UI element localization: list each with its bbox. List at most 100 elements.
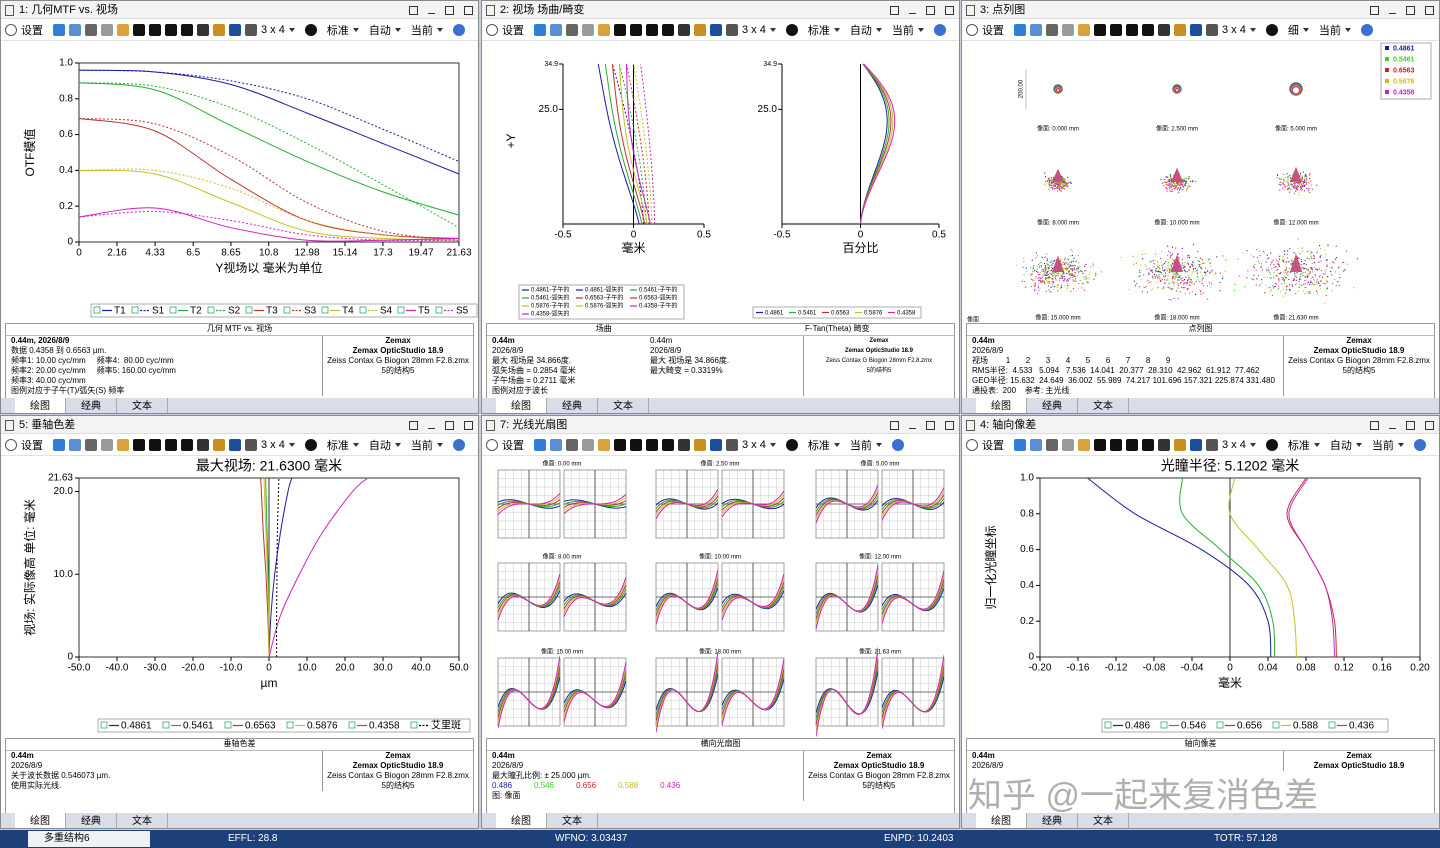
toolbar-icon[interactable] [630, 23, 642, 36]
toolbar-button[interactable]: 设置 [502, 439, 524, 452]
dropdown-button[interactable] [409, 421, 418, 430]
toolbar-button[interactable]: 细 [1287, 24, 1299, 37]
help-icon[interactable] [933, 23, 946, 36]
minimize-button[interactable] [909, 421, 916, 429]
dropdown-button[interactable] [890, 421, 899, 430]
toolbar-icon[interactable] [1126, 438, 1138, 451]
toolbar-icon[interactable] [550, 438, 562, 451]
refresh-icon[interactable] [304, 23, 317, 36]
maximize-button[interactable] [926, 421, 935, 430]
toolbar-icon[interactable] [101, 438, 113, 451]
close-button[interactable] [464, 421, 473, 430]
tab[interactable]: 绘图 [15, 398, 66, 413]
toolbar-icon[interactable] [1174, 438, 1186, 451]
toolbar-button[interactable]: 自动 [368, 439, 391, 452]
toolbar-icon[interactable] [1078, 438, 1090, 451]
toolbar-button[interactable]: 3 x 4 [1222, 23, 1246, 36]
toolbar-icon[interactable] [69, 438, 81, 451]
toolbar-icon[interactable] [1126, 23, 1138, 36]
close-button[interactable] [464, 6, 473, 15]
tab[interactable]: 文本 [117, 398, 168, 413]
tab[interactable]: 文本 [117, 813, 168, 828]
settings-caret[interactable] [966, 23, 978, 36]
toolbar-icon[interactable] [534, 438, 546, 451]
toolbar-button[interactable]: 3 x 4 [261, 438, 285, 451]
tab[interactable]: 经典 [1027, 813, 1078, 828]
toolbar-button[interactable]: 当前 [410, 24, 433, 37]
toolbar-icon[interactable] [1014, 438, 1026, 451]
help-icon[interactable] [1413, 438, 1426, 451]
toolbar-icon[interactable] [630, 438, 642, 451]
maximize-button[interactable] [445, 421, 454, 430]
dropdown-button[interactable] [890, 6, 899, 15]
refresh-icon[interactable] [785, 438, 798, 451]
toolbar-icon[interactable] [550, 23, 562, 36]
tab[interactable]: 经典 [1027, 398, 1078, 413]
toolbar-icon[interactable] [582, 438, 594, 451]
toolbar-icon[interactable] [1046, 23, 1058, 36]
toolbar-icon[interactable] [117, 438, 129, 451]
dropdown-button[interactable] [1370, 421, 1379, 430]
maximize-button[interactable] [1406, 6, 1415, 15]
help-icon[interactable] [452, 23, 465, 36]
toolbar-icon[interactable] [149, 23, 161, 36]
settings-caret[interactable] [966, 438, 978, 451]
settings-caret[interactable] [5, 438, 17, 451]
tab[interactable]: 文本 [547, 813, 598, 828]
toolbar-button[interactable]: 3 x 4 [1222, 438, 1246, 451]
toolbar-button[interactable]: 当前 [1318, 24, 1341, 37]
toolbar-icon[interactable] [69, 23, 81, 36]
toolbar-icon[interactable] [85, 23, 97, 36]
toolbar-button[interactable]: 当前 [1371, 439, 1394, 452]
toolbar-icon[interactable] [229, 23, 241, 36]
help-icon[interactable] [891, 438, 904, 451]
toolbar-button[interactable]: 设置 [21, 24, 43, 37]
settings-caret[interactable] [486, 23, 498, 36]
toolbar-icon[interactable] [1206, 438, 1218, 451]
toolbar-icon[interactable] [646, 23, 658, 36]
toolbar-button[interactable]: 标准 [1287, 439, 1310, 452]
help-icon[interactable] [452, 438, 465, 451]
toolbar-icon[interactable] [101, 23, 113, 36]
toolbar-icon[interactable] [694, 23, 706, 36]
toolbar-button[interactable]: 标准 [326, 24, 349, 37]
toolbar-icon[interactable] [213, 23, 225, 36]
toolbar-icon[interactable] [1110, 438, 1122, 451]
maximize-button[interactable] [445, 6, 454, 15]
toolbar-icon[interactable] [53, 23, 65, 36]
toolbar-icon[interactable] [726, 438, 738, 451]
toolbar-icon[interactable] [598, 438, 610, 451]
toolbar-button[interactable]: 当前 [891, 24, 914, 37]
toolbar-icon[interactable] [614, 438, 626, 451]
toolbar-icon[interactable] [1014, 23, 1026, 36]
structure-tab[interactable]: 多重结构6 [28, 831, 150, 847]
toolbar-icon[interactable] [181, 23, 193, 36]
toolbar-icon[interactable] [710, 438, 722, 451]
tab[interactable]: 文本 [598, 398, 649, 413]
tab[interactable]: 绘图 [496, 813, 547, 828]
toolbar-icon[interactable] [1110, 23, 1122, 36]
toolbar-icon[interactable] [149, 438, 161, 451]
toolbar-icon[interactable] [1158, 23, 1170, 36]
toolbar-icon[interactable] [1190, 23, 1202, 36]
toolbar-icon[interactable] [1190, 438, 1202, 451]
dropdown-button[interactable] [1370, 6, 1379, 15]
toolbar-icon[interactable] [694, 438, 706, 451]
toolbar-button[interactable]: 设置 [21, 439, 43, 452]
toolbar-button[interactable]: 当前 [410, 439, 433, 452]
toolbar-icon[interactable] [1206, 23, 1218, 36]
toolbar-icon[interactable] [85, 438, 97, 451]
refresh-icon[interactable] [1265, 23, 1278, 36]
toolbar-icon[interactable] [1062, 438, 1074, 451]
toolbar-icon[interactable] [678, 23, 690, 36]
toolbar-icon[interactable] [245, 438, 257, 451]
toolbar-icon[interactable] [117, 23, 129, 36]
minimize-button[interactable] [428, 6, 435, 14]
close-button[interactable] [1425, 6, 1434, 15]
toolbar-icon[interactable] [582, 23, 594, 36]
toolbar-icon[interactable] [53, 438, 65, 451]
minimize-button[interactable] [428, 421, 435, 429]
toolbar-icon[interactable] [165, 23, 177, 36]
toolbar-icon[interactable] [197, 23, 209, 36]
toolbar-icon[interactable] [646, 438, 658, 451]
